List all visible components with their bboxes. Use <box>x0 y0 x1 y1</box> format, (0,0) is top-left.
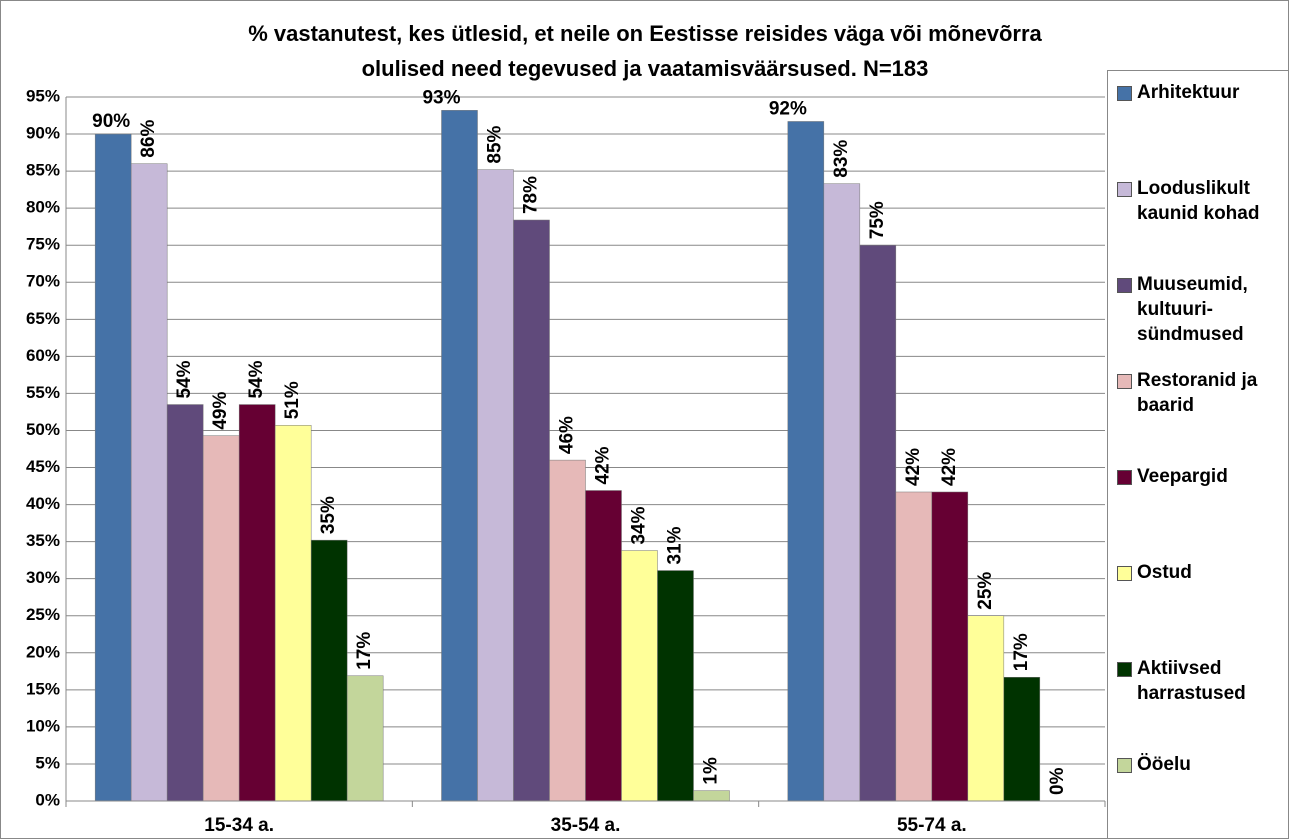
y-tick-label: 90% <box>26 124 60 143</box>
data-label: 42% <box>593 446 614 484</box>
legend-swatch <box>1117 470 1132 485</box>
data-label: 34% <box>629 506 650 544</box>
bar <box>967 615 1005 802</box>
legend-swatch <box>1117 86 1132 101</box>
data-label: 90% <box>92 111 130 132</box>
data-label: 86% <box>138 120 159 158</box>
y-tick-label: 95% <box>26 86 60 105</box>
data-label: 25% <box>975 572 996 610</box>
legend-label: Aktiivsed harrastused <box>1137 658 1246 704</box>
bar <box>441 110 478 802</box>
bar <box>787 121 825 802</box>
legend-entry: Restoranid ja baarid <box>1117 368 1287 418</box>
data-label: 17% <box>1011 633 1032 671</box>
bar <box>693 790 730 802</box>
bar <box>310 539 348 802</box>
data-label: 83% <box>831 140 852 178</box>
legend-swatch <box>1117 374 1132 389</box>
legend-entry: Ostud <box>1117 560 1287 585</box>
y-tick-label: 10% <box>26 716 60 735</box>
chart-title: % vastanutest, kes ütlesid, et neile on … <box>248 21 1042 46</box>
data-label: 31% <box>665 526 686 564</box>
legend-entry: Muuseumid, kultuuri-sündmused <box>1117 272 1287 347</box>
legend-swatch <box>1117 758 1132 773</box>
legend-label: Ostud <box>1137 562 1192 583</box>
data-label: 42% <box>903 448 924 486</box>
x-tick-label: 55-74 a. <box>897 815 967 836</box>
y-tick-label: 55% <box>26 383 60 402</box>
legend-label: Looduslikult kaunid kohad <box>1137 178 1260 224</box>
y-tick-label: 20% <box>26 642 60 661</box>
bar <box>549 459 586 802</box>
y-tick-label: 85% <box>26 161 60 180</box>
data-label: 35% <box>318 496 339 534</box>
y-tick-label: 35% <box>26 531 60 550</box>
data-label: 0% <box>1047 767 1068 795</box>
legend-label: Muuseumid, kultuuri-sündmused <box>1137 274 1248 345</box>
x-tick-label: 15-34 a. <box>204 815 274 836</box>
data-label: 93% <box>422 87 460 108</box>
y-tick-label: 30% <box>26 568 60 587</box>
legend-swatch <box>1117 182 1132 197</box>
bar <box>859 244 897 802</box>
y-tick-label: 70% <box>26 272 60 291</box>
bar <box>202 435 240 802</box>
y-tick-label: 45% <box>26 457 60 476</box>
bar <box>621 550 658 802</box>
chart-title: olulised need tegevused ja vaatamisväärs… <box>362 56 929 81</box>
y-tick-label: 40% <box>26 494 60 513</box>
bar <box>513 219 550 802</box>
x-tick-label: 35-54 a. <box>551 815 621 836</box>
legend-label: Restoranid ja baarid <box>1137 370 1258 416</box>
bar <box>477 169 514 802</box>
data-label: 1% <box>701 757 722 785</box>
y-tick-label: 50% <box>26 420 60 439</box>
legend-swatch <box>1117 566 1132 581</box>
legend-entry: Arhitektuur <box>1117 80 1287 105</box>
legend-label: Veepargid <box>1137 466 1228 487</box>
data-label: 17% <box>354 632 375 670</box>
data-label: 78% <box>521 176 542 214</box>
data-label: 46% <box>557 416 578 454</box>
data-label: 85% <box>485 125 506 163</box>
legend-swatch <box>1117 278 1132 293</box>
data-label: 54% <box>246 360 267 398</box>
legend-entry: Looduslikult kaunid kohad <box>1117 176 1287 226</box>
bar <box>931 491 969 802</box>
legend-entry: Veepargid <box>1117 464 1287 489</box>
legend-label: Ööelu <box>1137 754 1191 775</box>
y-tick-label: 65% <box>26 309 60 328</box>
y-tick-label: 80% <box>26 198 60 217</box>
legend-entry: Aktiivsed harrastused <box>1117 656 1287 706</box>
bar <box>657 570 694 802</box>
data-label: 42% <box>939 448 960 486</box>
y-tick-label: 75% <box>26 235 60 254</box>
bar <box>274 425 312 802</box>
data-label: 92% <box>769 98 807 119</box>
legend-entry: Ööelu <box>1117 752 1287 777</box>
bar <box>895 491 933 802</box>
legend-label: Arhitektuur <box>1137 82 1240 103</box>
bar <box>130 163 168 802</box>
data-label: 54% <box>174 360 195 398</box>
data-label: 51% <box>282 381 303 419</box>
bar <box>166 404 204 802</box>
bar <box>238 404 276 802</box>
bar <box>94 133 132 802</box>
y-tick-label: 25% <box>26 605 60 624</box>
y-tick-label: 15% <box>26 679 60 698</box>
y-tick-label: 60% <box>26 346 60 365</box>
legend-swatch <box>1117 662 1132 677</box>
bar <box>585 490 622 802</box>
y-tick-label: 5% <box>35 753 60 772</box>
bar <box>1003 676 1041 802</box>
data-label: 75% <box>867 201 888 239</box>
bar <box>346 675 384 802</box>
y-tick-label: 0% <box>35 790 60 809</box>
bar <box>823 183 861 802</box>
data-label: 49% <box>210 392 231 430</box>
